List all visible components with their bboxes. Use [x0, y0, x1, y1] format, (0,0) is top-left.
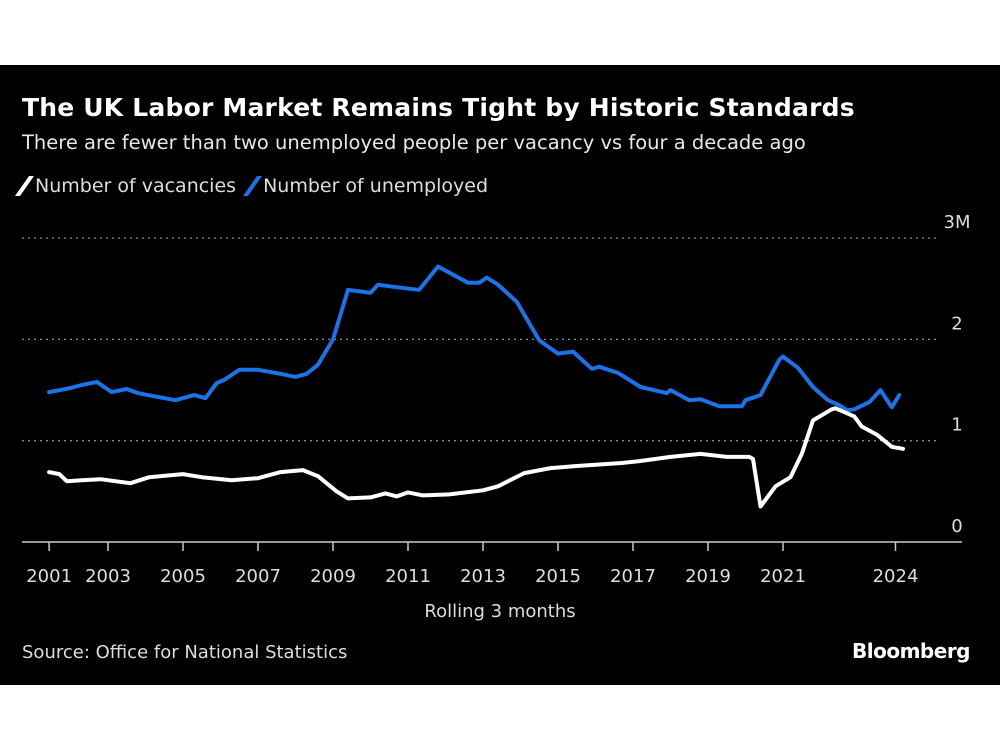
y-tick-label: 0: [951, 516, 962, 537]
x-tick-label: 2005: [160, 566, 206, 587]
x-tick-label: 2021: [760, 566, 806, 587]
chart-title: The UK Labor Market Remains Tight by His…: [22, 93, 855, 122]
chart-panel: The UK Labor Market Remains Tight by His…: [0, 65, 1000, 685]
legend-item-unemployed: Number of unemployed: [243, 175, 489, 197]
x-tick-label: 2015: [535, 566, 581, 587]
x-tick-label: 2009: [310, 566, 356, 587]
legend-item-vacancies: Number of vacancies: [14, 175, 237, 197]
x-tick-label: 2019: [685, 566, 731, 587]
x-tick-label: 2007: [235, 566, 281, 587]
y-tick-label: 2: [951, 313, 962, 334]
line-chart: 0 1 2 3M 2001 2003 2005 2007 2009 2011 2013 2015 201…: [22, 212, 971, 622]
series-line-number-of-unemployed: [47, 264, 902, 413]
series-line-number-of-vacancies: [47, 406, 905, 509]
x-tick-label: 2024: [873, 566, 919, 587]
source-note: Source: Office for National Statistics: [22, 642, 348, 663]
legend: Number of vacancies Number of unemployed: [14, 175, 489, 197]
legend-label: Number of unemployed: [263, 175, 489, 197]
x-tick-label: 2003: [85, 566, 131, 587]
x-tick-label: 2017: [610, 566, 656, 587]
y-tick-label: 1: [951, 415, 962, 436]
x-axis-label: Rolling 3 months: [424, 601, 575, 622]
bloomberg-logo: Bloomberg: [852, 639, 970, 663]
chart-subtitle: There are fewer than two unemployed peop…: [22, 131, 806, 154]
y-tick-label: 3M: [944, 212, 971, 233]
x-tick-label: 2011: [385, 566, 431, 587]
legend-label: Number of vacancies: [35, 175, 237, 197]
x-tick-label: 2013: [460, 566, 506, 587]
x-tick-label: 2001: [26, 566, 72, 587]
